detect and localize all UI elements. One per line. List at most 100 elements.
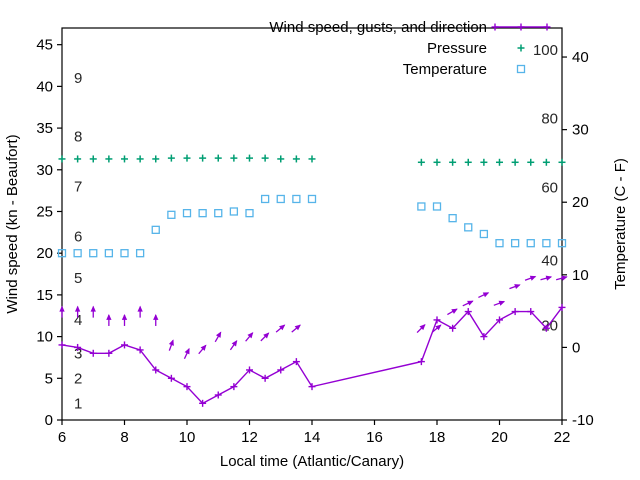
y-tick-label-left: 10 — [36, 329, 53, 346]
plot-frame — [61, 27, 563, 421]
gust-arrow-head — [451, 308, 458, 314]
fahrenheit-label: 40 — [541, 252, 558, 269]
temperature-marker — [120, 249, 129, 258]
gust-arrow-head — [121, 313, 128, 320]
y-tick-label-left: 45 — [36, 37, 53, 54]
temperature-marker — [89, 249, 98, 258]
chart-legend: Wind speed, gusts, and direction Pressure… — [269, 19, 551, 78]
temperature-marker — [214, 209, 223, 218]
temperature-marker — [73, 249, 82, 258]
gust-arrow-head — [419, 324, 426, 331]
y-tick-label-right: 10 — [572, 267, 589, 284]
data-series-layer — [57, 154, 568, 407]
temperature-marker — [417, 202, 426, 211]
beaufort-label: 1 — [74, 395, 82, 412]
y-axis-right-title: Temperature (C - F) — [612, 158, 629, 290]
beaufort-label: 7 — [74, 178, 82, 195]
y-tick-label-right: 0 — [572, 339, 580, 356]
gust-arrow-head — [74, 305, 81, 312]
temperature-marker — [292, 194, 301, 204]
x-axis-ticks: 6 8 10 12 14 16 18 20 22 — [58, 420, 570, 446]
fahrenheit-label: 60 — [541, 180, 558, 197]
x-tick-label: 8 — [120, 429, 128, 446]
x-tick-label: 14 — [304, 429, 321, 446]
fahrenheit-label: 80 — [541, 111, 558, 128]
gust-arrow-head — [168, 339, 174, 346]
temperature-marker — [276, 194, 285, 204]
y-tick-label-left: 40 — [36, 78, 53, 95]
beaufort-label: 8 — [74, 128, 82, 145]
fahrenheit-label: 20 — [541, 318, 558, 335]
gust-arrow-head — [279, 324, 286, 331]
temperature-marker — [432, 202, 442, 211]
temperature-marker — [495, 239, 504, 248]
x-tick-label: 6 — [58, 429, 66, 446]
series-pressure — [58, 154, 566, 166]
gust-arrow-head — [231, 340, 238, 347]
temperature-marker — [245, 209, 254, 218]
temperature-marker — [510, 239, 520, 248]
y-axis-right-ticks: -10 0 10 20 30 40 — [562, 49, 594, 429]
gust-arrow-head — [561, 275, 568, 281]
y-tick-label-left: 20 — [36, 245, 53, 262]
legend-label-wind: Wind speed, gusts, and direction — [269, 19, 487, 36]
temperature-marker — [135, 249, 145, 258]
series-wind-speed-gusts-and-direction — [58, 303, 566, 407]
gust-arrow-head — [59, 305, 65, 312]
gust-arrow-head — [153, 313, 159, 320]
gust-arrow-head — [467, 300, 474, 306]
gust-arrow-head — [137, 305, 143, 312]
x-tick-label: 16 — [366, 429, 383, 446]
gust-arrow-head — [184, 347, 190, 355]
temperature-marker — [307, 194, 317, 204]
gust-arrow-head — [294, 324, 301, 331]
y-tick-label-right: 40 — [572, 49, 589, 66]
beaufort-label: 2 — [74, 370, 82, 387]
temperature-marker — [151, 225, 160, 234]
gust-arrow-head — [215, 331, 222, 338]
temperature-marker — [542, 239, 551, 248]
gust-arrow-head — [545, 275, 553, 281]
gust-arrow-head — [529, 275, 537, 281]
legend-label-temperature: Temperature — [403, 61, 487, 78]
beaufort-label: 6 — [74, 229, 82, 246]
gust-arrow-head — [200, 344, 207, 351]
temperature-marker — [229, 207, 239, 216]
legend-swatch-temperature — [516, 64, 526, 74]
series-gusts — [59, 275, 568, 360]
temperature-marker — [167, 210, 176, 219]
x-axis-title: Local time (Atlantic/Canary) — [220, 453, 404, 470]
y-axis-left-title: Wind speed (kn - Beaufort) — [4, 134, 21, 313]
temperature-marker — [557, 239, 567, 248]
temperature-marker — [260, 194, 270, 204]
y-tick-label-right: 20 — [572, 194, 589, 211]
gust-arrow-head — [106, 313, 112, 320]
x-tick-label: 20 — [491, 429, 508, 446]
temperature-marker — [479, 229, 489, 239]
temperature-marker — [448, 214, 457, 223]
y-tick-label-left: 30 — [36, 162, 53, 179]
gust-arrow-head — [90, 305, 96, 312]
beaufort-scale-labels: 1 2 3 4 5 6 7 8 9 — [74, 70, 82, 412]
beaufort-label: 5 — [74, 270, 82, 287]
temperature-marker — [182, 209, 192, 218]
gust-arrow-head — [498, 300, 506, 306]
x-tick-label: 18 — [429, 429, 446, 446]
gust-arrow-head — [247, 332, 254, 339]
y-tick-label-right: 30 — [572, 122, 589, 139]
gust-arrow-head — [435, 324, 442, 331]
gust-arrow-head — [482, 292, 490, 298]
y-tick-label-left: 25 — [36, 203, 53, 220]
y-tick-label-left: 15 — [36, 287, 53, 304]
y-axis-left-ticks: 0 5 10 15 20 25 30 35 40 45 — [36, 37, 62, 429]
y-tick-label-right: -10 — [572, 412, 594, 429]
temperature-marker — [198, 209, 207, 218]
beaufort-label: 9 — [74, 70, 82, 87]
y-tick-label-left: 0 — [45, 412, 53, 429]
temperature-marker — [57, 249, 67, 258]
series-temperature — [57, 194, 567, 258]
fahrenheit-scale-labels: 20 40 60 80 100 — [533, 42, 558, 335]
x-tick-label: 10 — [179, 429, 196, 446]
temperature-marker — [526, 239, 535, 248]
